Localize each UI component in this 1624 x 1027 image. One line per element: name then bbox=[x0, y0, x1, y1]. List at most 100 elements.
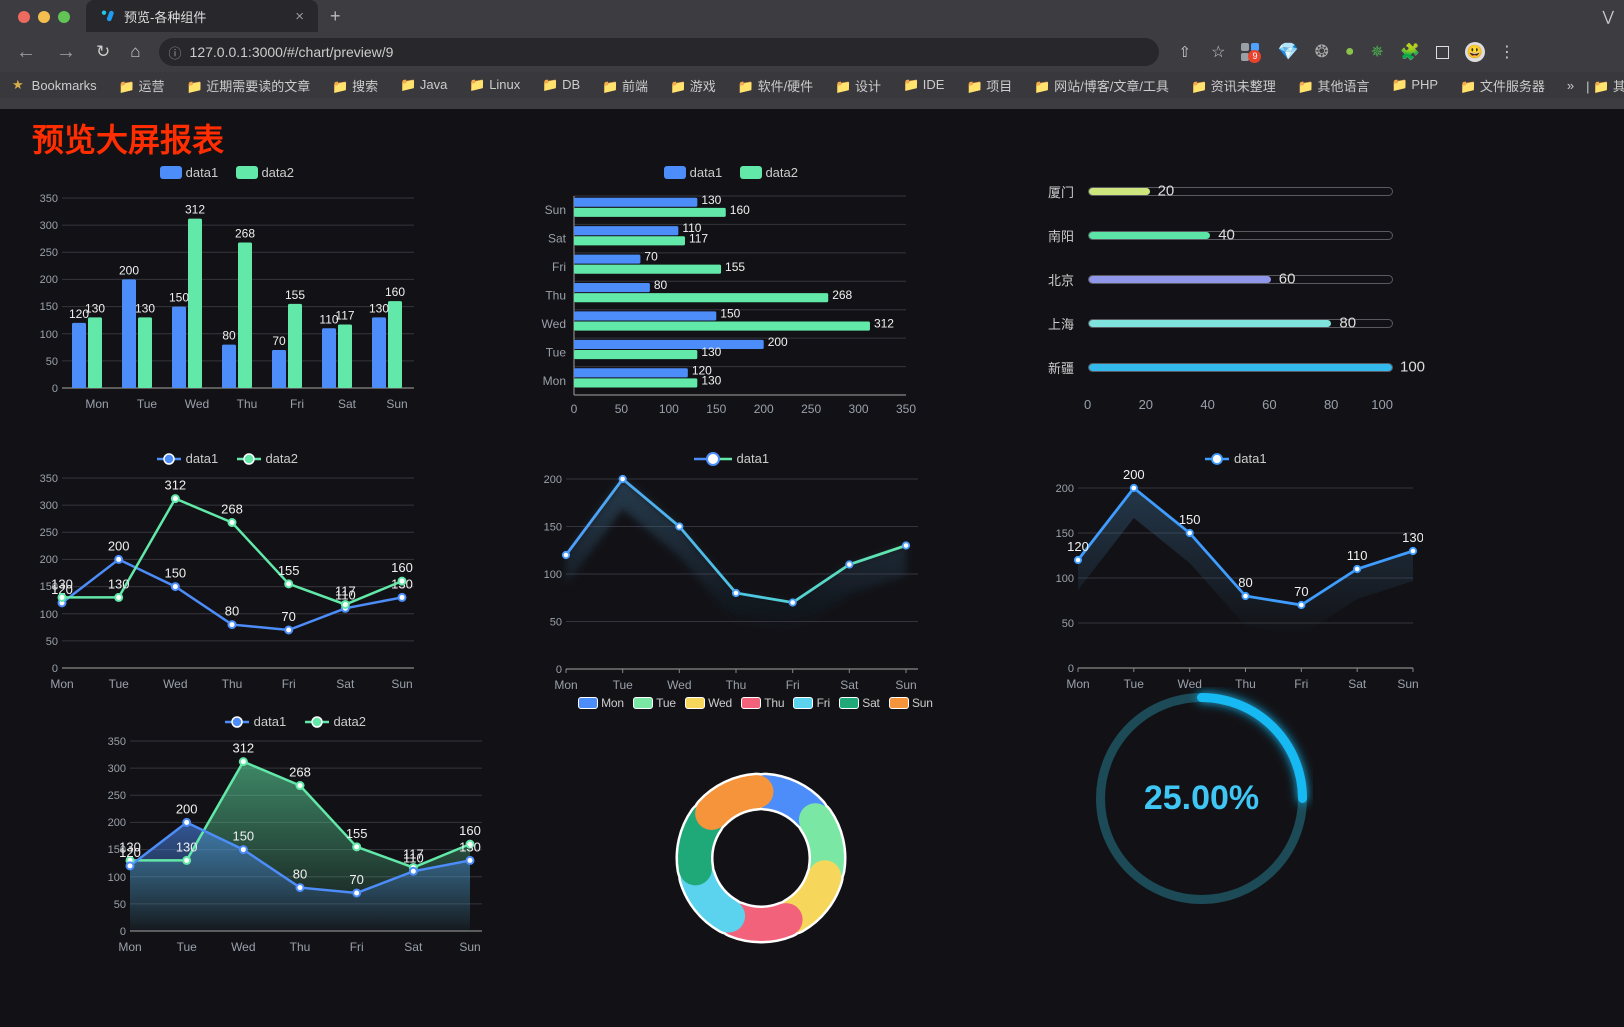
svg-text:Thu: Thu bbox=[545, 289, 566, 303]
svg-text:160: 160 bbox=[730, 203, 750, 217]
svg-text:Wed: Wed bbox=[667, 678, 691, 692]
svg-text:70: 70 bbox=[349, 872, 363, 887]
svg-text:268: 268 bbox=[235, 227, 255, 241]
svg-text:150: 150 bbox=[232, 829, 254, 844]
svg-text:200: 200 bbox=[1123, 468, 1145, 482]
svg-text:0: 0 bbox=[52, 663, 58, 675]
svg-text:110: 110 bbox=[403, 850, 424, 865]
svg-text:200: 200 bbox=[108, 817, 126, 829]
svg-text:70: 70 bbox=[272, 334, 286, 348]
svg-text:Sun: Sun bbox=[545, 203, 566, 217]
svg-text:0: 0 bbox=[120, 926, 126, 938]
svg-text:200: 200 bbox=[40, 274, 58, 286]
svg-text:312: 312 bbox=[164, 478, 186, 493]
svg-text:200: 200 bbox=[176, 801, 198, 816]
svg-text:200: 200 bbox=[754, 402, 774, 416]
svg-text:Tue: Tue bbox=[546, 345, 567, 359]
svg-text:100: 100 bbox=[1056, 573, 1074, 585]
svg-text:Sat: Sat bbox=[1348, 677, 1367, 691]
svg-text:150: 150 bbox=[169, 291, 189, 305]
svg-text:80: 80 bbox=[293, 867, 307, 882]
svg-text:350: 350 bbox=[40, 473, 58, 485]
svg-text:350: 350 bbox=[40, 193, 58, 205]
svg-text:Thu: Thu bbox=[726, 678, 747, 692]
svg-text:110: 110 bbox=[1347, 548, 1368, 563]
svg-text:50: 50 bbox=[1062, 618, 1074, 630]
svg-text:Mon: Mon bbox=[1066, 677, 1089, 691]
svg-text:Fri: Fri bbox=[282, 677, 296, 691]
svg-text:250: 250 bbox=[108, 790, 126, 802]
svg-text:268: 268 bbox=[221, 502, 243, 517]
svg-text:Thu: Thu bbox=[237, 397, 258, 411]
svg-text:Sun: Sun bbox=[391, 677, 412, 691]
svg-text:130: 130 bbox=[701, 345, 721, 359]
svg-text:117: 117 bbox=[689, 231, 708, 245]
svg-text:100: 100 bbox=[659, 402, 679, 416]
svg-text:Sat: Sat bbox=[548, 232, 567, 246]
svg-text:150: 150 bbox=[706, 402, 726, 416]
svg-text:Mon: Mon bbox=[543, 374, 566, 388]
svg-text:Wed: Wed bbox=[185, 397, 209, 411]
svg-text:155: 155 bbox=[285, 288, 305, 302]
svg-text:Wed: Wed bbox=[163, 677, 187, 691]
svg-text:100: 100 bbox=[40, 329, 58, 341]
svg-text:0: 0 bbox=[1068, 663, 1074, 675]
svg-text:100: 100 bbox=[544, 569, 562, 581]
svg-text:150: 150 bbox=[1179, 512, 1201, 527]
svg-text:160: 160 bbox=[385, 285, 405, 299]
svg-text:350: 350 bbox=[896, 402, 916, 416]
svg-text:Sun: Sun bbox=[895, 678, 916, 692]
svg-text:Mon: Mon bbox=[50, 677, 73, 691]
svg-text:100: 100 bbox=[108, 872, 126, 884]
svg-text:130: 130 bbox=[1402, 530, 1423, 545]
svg-text:350: 350 bbox=[108, 736, 126, 748]
svg-text:Tue: Tue bbox=[1124, 677, 1145, 691]
svg-text:200: 200 bbox=[768, 335, 788, 349]
svg-text:Tue: Tue bbox=[177, 940, 198, 954]
svg-text:130: 130 bbox=[135, 301, 155, 315]
svg-text:0: 0 bbox=[52, 383, 58, 395]
svg-text:150: 150 bbox=[544, 521, 562, 533]
svg-text:0: 0 bbox=[571, 402, 578, 416]
svg-text:130: 130 bbox=[369, 301, 389, 315]
svg-text:50: 50 bbox=[615, 402, 629, 416]
svg-text:Wed: Wed bbox=[231, 940, 255, 954]
svg-text:160: 160 bbox=[459, 823, 481, 838]
svg-text:80: 80 bbox=[654, 278, 668, 292]
svg-text:70: 70 bbox=[644, 250, 658, 264]
svg-text:Sun: Sun bbox=[386, 397, 407, 411]
svg-text:Fri: Fri bbox=[1294, 677, 1308, 691]
svg-text:120: 120 bbox=[119, 845, 141, 860]
svg-text:Wed: Wed bbox=[1177, 677, 1201, 691]
svg-text:Wed: Wed bbox=[542, 317, 566, 331]
svg-text:130: 130 bbox=[459, 839, 481, 854]
svg-text:155: 155 bbox=[278, 563, 300, 578]
svg-text:70: 70 bbox=[281, 609, 295, 624]
svg-text:312: 312 bbox=[874, 317, 894, 331]
svg-text:Fri: Fri bbox=[786, 678, 800, 692]
svg-text:Tue: Tue bbox=[613, 678, 634, 692]
svg-text:50: 50 bbox=[114, 899, 126, 911]
svg-text:130: 130 bbox=[51, 576, 73, 591]
svg-text:50: 50 bbox=[550, 616, 562, 628]
svg-text:Mon: Mon bbox=[554, 678, 577, 692]
svg-text:160: 160 bbox=[391, 560, 413, 575]
svg-text:80: 80 bbox=[222, 329, 236, 343]
svg-text:300: 300 bbox=[849, 402, 869, 416]
svg-text:130: 130 bbox=[701, 374, 721, 388]
svg-text:80: 80 bbox=[1238, 575, 1252, 590]
svg-text:Thu: Thu bbox=[1235, 677, 1256, 691]
svg-text:117: 117 bbox=[335, 584, 356, 599]
svg-text:Mon: Mon bbox=[85, 397, 108, 411]
svg-text:50: 50 bbox=[46, 356, 58, 368]
svg-text:250: 250 bbox=[801, 402, 821, 416]
svg-text:200: 200 bbox=[119, 263, 139, 277]
svg-text:155: 155 bbox=[346, 826, 368, 841]
svg-text:130: 130 bbox=[85, 301, 105, 315]
svg-text:117: 117 bbox=[335, 309, 354, 323]
svg-text:200: 200 bbox=[1056, 483, 1074, 495]
svg-text:250: 250 bbox=[40, 527, 58, 539]
svg-text:Mon: Mon bbox=[118, 940, 141, 954]
svg-text:130: 130 bbox=[701, 193, 721, 207]
svg-text:312: 312 bbox=[185, 203, 205, 217]
